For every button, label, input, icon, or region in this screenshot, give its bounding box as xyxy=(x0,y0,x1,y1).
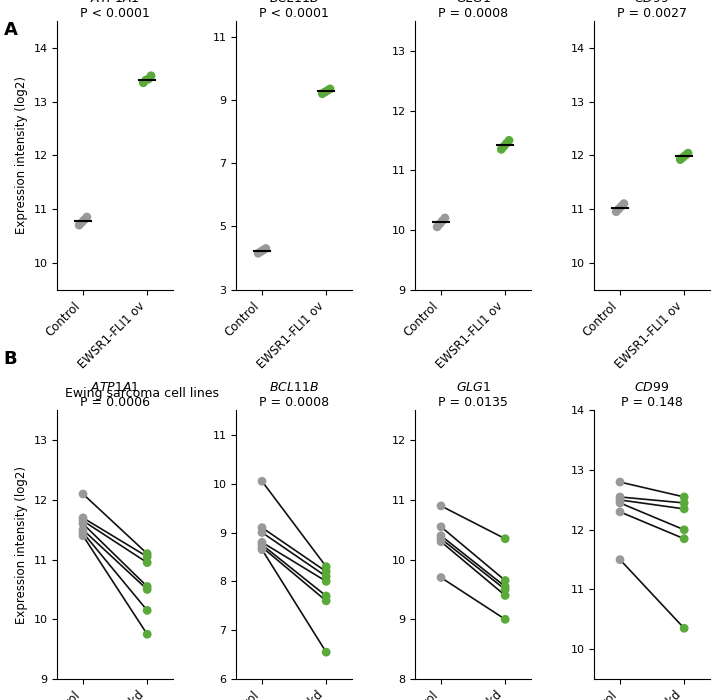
Point xyxy=(317,88,328,99)
Point xyxy=(77,512,89,524)
Point xyxy=(678,497,690,508)
Point xyxy=(614,554,626,565)
Point xyxy=(678,533,690,545)
Point xyxy=(257,244,269,256)
Point xyxy=(256,522,267,533)
Point xyxy=(437,216,448,227)
Point xyxy=(252,248,264,259)
Point xyxy=(320,575,332,587)
Point xyxy=(260,243,272,254)
Point xyxy=(146,70,157,81)
Point xyxy=(256,544,267,555)
Title: $\it{CD99}$
P = 0.0027: $\it{CD99}$ P = 0.0027 xyxy=(617,0,687,20)
Point xyxy=(77,524,89,536)
Point xyxy=(500,584,511,595)
Point xyxy=(432,221,443,232)
Point xyxy=(675,154,686,165)
Point xyxy=(435,522,447,533)
Point xyxy=(503,135,515,146)
Point xyxy=(141,557,153,568)
Text: A: A xyxy=(4,21,17,39)
Point xyxy=(141,548,153,559)
Title: $\it{ATP1A1}$
P = 0.0006: $\it{ATP1A1}$ P = 0.0006 xyxy=(80,382,150,409)
Point xyxy=(256,475,267,486)
Text: B: B xyxy=(4,350,17,368)
Point xyxy=(678,503,690,514)
Point xyxy=(435,500,447,512)
Point xyxy=(140,74,151,85)
Point xyxy=(81,211,92,223)
Point xyxy=(77,515,89,526)
Point xyxy=(610,206,622,217)
Title: $\it{ATP1A1}$
P < 0.0001: $\it{ATP1A1}$ P < 0.0001 xyxy=(80,0,150,20)
Point xyxy=(77,530,89,541)
Point xyxy=(77,489,89,500)
Point xyxy=(495,144,507,155)
Point xyxy=(435,536,447,547)
Point xyxy=(256,542,267,553)
Point xyxy=(434,218,445,230)
Point xyxy=(616,201,627,212)
Point xyxy=(500,581,511,592)
Point xyxy=(614,477,626,488)
Title: $\it{BCL11B}$
P < 0.0001: $\it{BCL11B}$ P < 0.0001 xyxy=(259,0,329,20)
Point xyxy=(141,584,153,595)
Text: Ewing sarcoma cell lines: Ewing sarcoma cell lines xyxy=(65,387,219,400)
Point xyxy=(614,494,626,505)
Point xyxy=(683,148,694,159)
Point xyxy=(618,198,630,209)
Point xyxy=(77,527,89,538)
Point xyxy=(614,506,626,517)
Point xyxy=(320,566,332,578)
Point xyxy=(439,212,450,223)
Point xyxy=(322,85,333,96)
Point xyxy=(76,217,87,228)
Y-axis label: Expression intensity (log2): Expression intensity (log2) xyxy=(15,76,28,234)
Point xyxy=(320,647,332,658)
Point xyxy=(500,138,512,149)
Point xyxy=(498,141,510,152)
Point xyxy=(500,575,511,586)
Point xyxy=(79,214,90,225)
Point xyxy=(614,491,626,503)
Point xyxy=(256,539,267,550)
Title: $\it{CD99}$
P = 0.148: $\it{CD99}$ P = 0.148 xyxy=(621,382,683,409)
Point xyxy=(141,581,153,592)
Y-axis label: Expression intensity (log2): Expression intensity (log2) xyxy=(15,466,28,624)
Point xyxy=(141,605,153,616)
Point xyxy=(500,590,511,601)
Title: $\it{GLG1}$
P = 0.0135: $\it{GLG1}$ P = 0.0135 xyxy=(438,382,508,409)
Point xyxy=(613,204,625,215)
Point xyxy=(319,87,331,98)
Point xyxy=(256,537,267,548)
Point xyxy=(320,590,332,601)
Point xyxy=(255,246,267,258)
Point xyxy=(320,561,332,573)
Point xyxy=(324,83,336,94)
Point xyxy=(435,572,447,583)
Point xyxy=(678,491,690,503)
Point xyxy=(143,74,154,85)
Point xyxy=(680,150,691,161)
Point xyxy=(73,220,85,231)
Title: $\it{BCL11B}$
P = 0.0008: $\it{BCL11B}$ P = 0.0008 xyxy=(259,382,329,409)
Point xyxy=(678,524,690,536)
Point xyxy=(320,571,332,582)
Point xyxy=(614,497,626,508)
Point xyxy=(256,527,267,538)
Point xyxy=(77,518,89,529)
Point xyxy=(138,77,149,88)
Point xyxy=(678,623,690,634)
Title: $\it{GLG1}$
P = 0.0008: $\it{GLG1}$ P = 0.0008 xyxy=(438,0,508,20)
Point xyxy=(435,530,447,541)
Point xyxy=(500,533,511,545)
Point xyxy=(500,614,511,625)
Point xyxy=(677,152,688,163)
Point xyxy=(141,551,153,562)
Point xyxy=(320,595,332,606)
Point xyxy=(435,533,447,545)
Point xyxy=(141,629,153,640)
